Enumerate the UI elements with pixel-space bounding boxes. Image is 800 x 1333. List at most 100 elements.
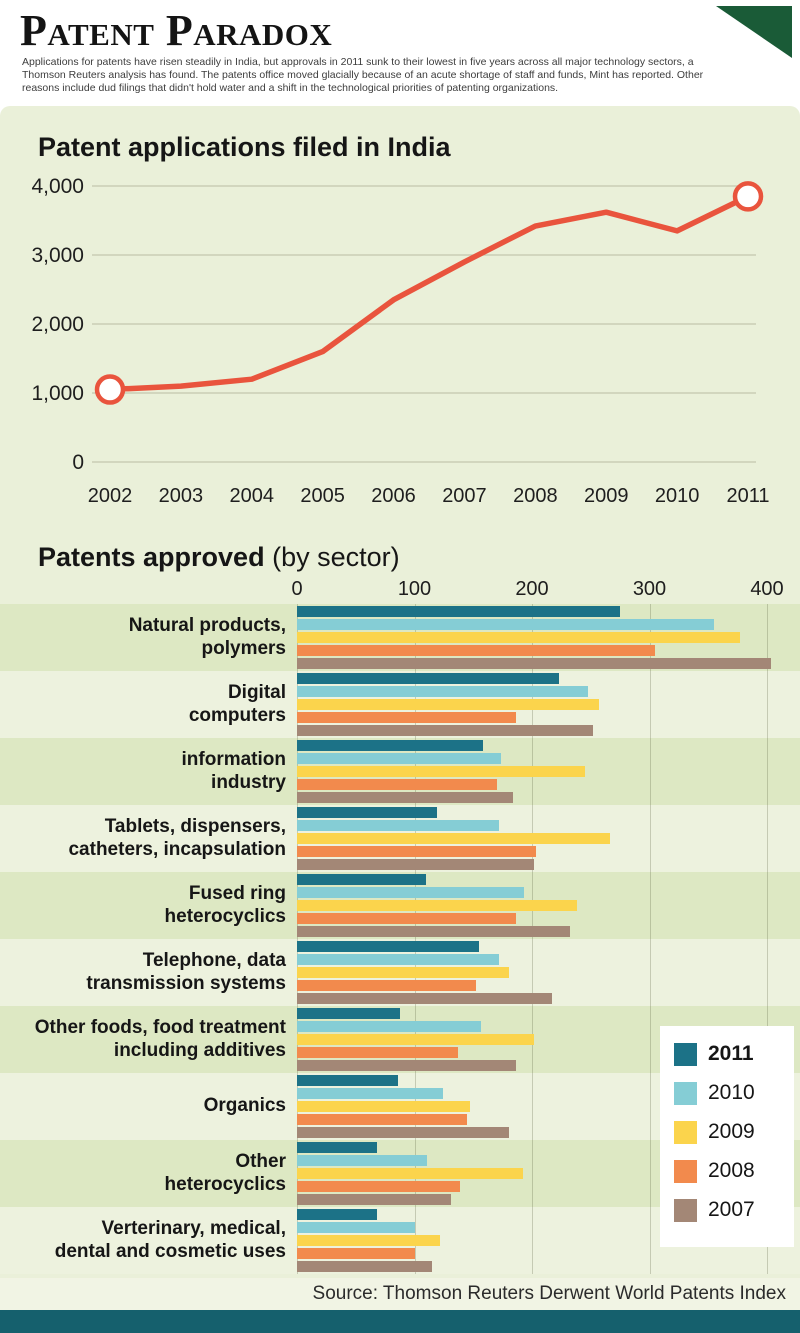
sector-row: Digital computers: [0, 671, 800, 738]
bar-2007: [297, 1127, 509, 1138]
x-axis-label: 2006: [371, 485, 416, 507]
legend-entry: 2010: [674, 1081, 782, 1105]
bar-2010: [297, 1155, 428, 1166]
bar-2009: [297, 900, 577, 911]
bar-2011: [297, 874, 427, 885]
bar-2007: [297, 993, 552, 1004]
page-description: Applications for patents have risen stea…: [22, 56, 704, 94]
line-chart-title-text: Patent applications filed in India: [38, 132, 451, 162]
bar-2007: [297, 792, 514, 803]
bar-2009: [297, 1168, 523, 1179]
y-axis-label: 2,000: [31, 313, 84, 336]
bar-chart-section: Patents approved (by sector) 0 100 200 300 4…: [0, 516, 800, 1274]
sector-label: Tablets, dispensers, catheters, incapsul…: [68, 816, 286, 860]
bar-2010: [297, 1021, 482, 1032]
bar-chart-rows: 2011 2010 2009 2008 2007 Natural products, p…: [0, 604, 800, 1274]
bar-2007: [297, 1060, 516, 1071]
sector-row: Tablets, dispensers, catheters, incapsul…: [0, 805, 800, 872]
sector-label: Other foods, food treatment including ad…: [34, 1017, 286, 1061]
bar-axis-label: 400: [750, 578, 784, 600]
sector-bars: [297, 673, 800, 736]
x-axis-label: 2004: [230, 485, 275, 507]
sector-label: Telephone, data transmission systems: [86, 950, 286, 994]
legend-entry: 2011: [674, 1042, 782, 1066]
y-axis-label: 3,000: [31, 244, 84, 267]
bar-2010: [297, 1088, 443, 1099]
bar-2009: [297, 766, 585, 777]
bar-axis-label: 300: [632, 578, 667, 600]
legend-label: 2007: [708, 1198, 755, 1221]
bar-2009: [297, 1034, 535, 1045]
bar-2011: [297, 740, 483, 751]
bar-2007: [297, 725, 594, 736]
sector-bars: [297, 807, 800, 870]
bar-chart-subtitle-text: (by sector): [272, 542, 400, 572]
x-axis-label: 2003: [159, 485, 204, 507]
bar-2007: [297, 859, 535, 870]
line-chart: 0 1,000 2,000 3,000 4,000 2002 2003 2004 2005 200…: [0, 164, 800, 516]
x-axis-label: 2008: [513, 485, 558, 507]
legend-label: 2011: [708, 1042, 754, 1065]
bar-chart-title-text: Patents approved: [38, 542, 265, 572]
sector-row: Natural products, polymers: [0, 604, 800, 671]
sector-label: information industry: [181, 749, 287, 793]
y-axis-label: 4,000: [31, 175, 84, 198]
line-chart-title: Patent applications filed in India: [38, 130, 800, 164]
page-title: Patent Paradox: [20, 6, 333, 55]
x-axis-label: 2011: [726, 485, 769, 507]
sector-bars: [297, 941, 800, 1004]
bar-2011: [297, 606, 621, 617]
bar-2007: [297, 1261, 433, 1272]
legend-label: 2010: [708, 1081, 755, 1104]
bar-2008: [297, 846, 536, 857]
sector-bars: [297, 740, 800, 803]
sector-bars: [297, 606, 800, 669]
bar-2010: [297, 954, 500, 965]
legend-swatch: [674, 1159, 697, 1183]
bar-2008: [297, 1047, 458, 1058]
x-axis-label: 2007: [442, 485, 487, 507]
bar-2009: [297, 699, 599, 710]
sector-label: Fused ring heterocyclics: [164, 883, 286, 927]
bar-2011: [297, 1008, 401, 1019]
legend-swatch: [674, 1120, 697, 1144]
bar-2011: [297, 1075, 399, 1086]
endpoint-marker: [94, 374, 126, 405]
bar-2007: [297, 926, 570, 937]
bar-2008: [297, 645, 656, 656]
bar-2010: [297, 686, 589, 697]
x-axis-label: 2010: [655, 485, 700, 507]
legend-swatch: [674, 1042, 697, 1066]
bar-2009: [297, 967, 509, 978]
bar-axis-label: 200: [515, 578, 549, 600]
sector-label: Natural products, polymers: [128, 615, 286, 659]
bar-2008: [297, 1181, 461, 1192]
sector-label: Verterinary, medical, dental and cosmeti…: [54, 1218, 286, 1262]
y-axis-label: 0: [72, 451, 84, 474]
sector-bars: [297, 1008, 800, 1071]
bar-2009: [297, 1235, 441, 1246]
legend-label: 2009: [708, 1120, 755, 1143]
bar-2010: [297, 753, 502, 764]
bar-2008: [297, 1248, 415, 1259]
legend-entry: 2009: [674, 1120, 782, 1144]
bar-2007: [297, 1194, 451, 1205]
sector-row: Telephone, data transmission systems: [0, 939, 800, 1006]
sector-label: Organics: [203, 1095, 286, 1117]
legend-label: 2008: [708, 1159, 755, 1182]
header: Patent Paradox Applications for patents …: [0, 0, 800, 106]
y-axis-label: 1,000: [31, 382, 84, 405]
legend-swatch: [674, 1198, 697, 1222]
bar-2011: [297, 807, 437, 818]
sector-bars: [297, 1209, 800, 1272]
bar-2010: [297, 619, 715, 630]
bar-2008: [297, 1114, 468, 1125]
footer-bar: [0, 1310, 800, 1333]
sector-label: Digital computers: [188, 682, 286, 726]
legend: 2011 2010 2009 2008 2007: [660, 1026, 794, 1247]
line-chart-svg: 0 1,000 2,000 3,000 4,000 2002 2003 2004 2005 200…: [31, 175, 769, 507]
x-axis-label: 2002: [88, 485, 133, 507]
bar-2010: [297, 820, 500, 831]
x-axis-label: 2005: [300, 485, 345, 507]
bar-2011: [297, 1209, 377, 1220]
